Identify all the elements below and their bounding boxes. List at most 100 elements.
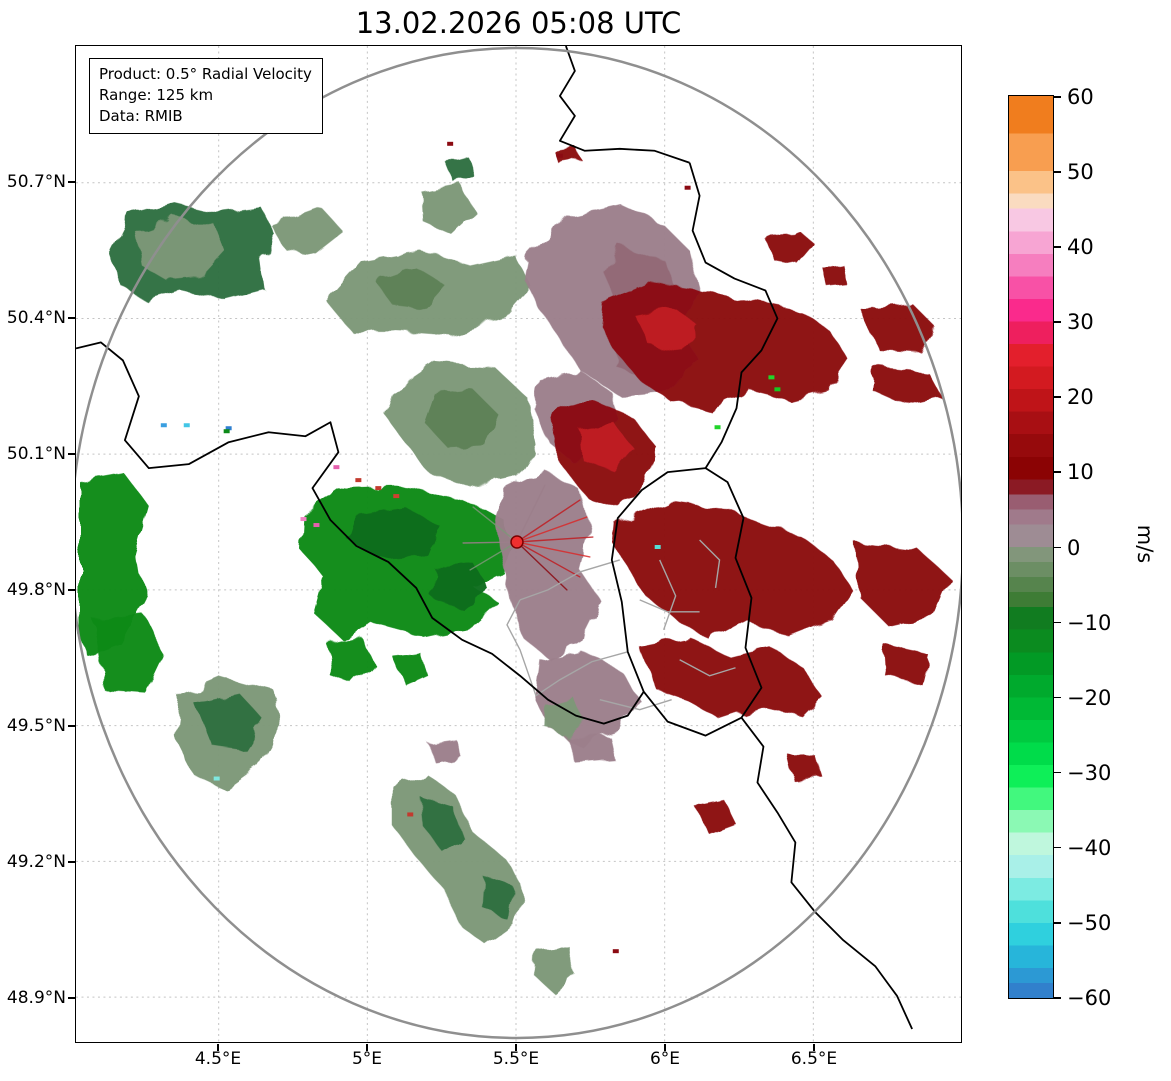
echo-region (786, 752, 823, 780)
echo-streak (516, 484, 546, 543)
echo-region (421, 183, 476, 234)
country-borders (76, 46, 913, 1030)
y-tick-mark (68, 181, 75, 183)
echo-region (195, 694, 264, 750)
x-tick-label: 6.5°E (790, 1049, 838, 1069)
x-tick-label: 5.5°E (492, 1049, 540, 1069)
colorbar-tick-mark (1054, 246, 1061, 248)
radar-echoes (78, 145, 950, 993)
plot-area: Product: 0.5° Radial Velocity Range: 125 … (75, 45, 962, 1043)
echo-region (78, 473, 148, 657)
echo-region (445, 155, 474, 182)
y-tick-mark (68, 997, 75, 999)
echo-speck (654, 544, 661, 549)
echo-speck (160, 423, 167, 428)
y-tick-label: 49.8°N (6, 580, 66, 600)
echo-region (639, 636, 823, 720)
echo-region (431, 564, 490, 609)
echo-region (375, 267, 446, 308)
echo-region (135, 217, 226, 280)
y-tick-label: 50.7°N (6, 172, 66, 192)
colorbar-tick-mark (1054, 997, 1061, 999)
radar-site-marker (510, 535, 524, 549)
y-tick-mark (68, 861, 75, 863)
colorbar-tick-mark (1054, 696, 1061, 699)
province-border-line (535, 651, 628, 697)
colorbar-tick-mark (1054, 621, 1061, 624)
x-tick-label: 6°E (649, 1049, 681, 1069)
colorbar: 60 50 40 30 20 10 0 −10 −20 −30 −40 −50 −60 (1008, 85, 1111, 1010)
province-border-line (506, 599, 537, 696)
colorbar-tick-label: 30 (1067, 310, 1094, 335)
info-box-line: Range: 125 km (99, 86, 214, 104)
echo-speck (333, 465, 340, 470)
x-tick-label: 4.5°E (194, 1049, 242, 1069)
colorbar-tick-label: 50 (1067, 160, 1094, 185)
echo-region (542, 696, 585, 737)
country-border-line (76, 341, 645, 725)
colorbar-gradient (1009, 96, 1053, 998)
echo-speck (774, 387, 781, 392)
x-tick-mark (664, 1044, 666, 1051)
y-tick-label: 48.9°N (6, 988, 66, 1008)
echo-region (427, 738, 464, 765)
y-tick-mark (68, 589, 75, 591)
echo-region (534, 944, 575, 993)
province-borders (506, 539, 736, 711)
echo-region (420, 796, 466, 853)
echo-streak (516, 541, 591, 558)
y-tick-mark (68, 453, 75, 455)
info-box: Product: 0.5° Radial Velocity Range: 125 … (89, 58, 323, 134)
echo-streak (516, 541, 568, 591)
colorbar-tick-label: 60 (1067, 85, 1094, 109)
echo-region (859, 303, 937, 354)
colorbar-tick-label: −30 (1067, 760, 1112, 785)
echo-streak (516, 536, 594, 543)
province-border-line (519, 559, 620, 601)
echo-speck (183, 423, 190, 428)
echo-speck (300, 517, 307, 522)
colorbar-tick-label: −10 (1067, 610, 1112, 635)
echo-region (481, 876, 514, 920)
country-border-line (740, 717, 913, 1030)
echo-region (393, 774, 523, 947)
colorbar-tick-mark (1054, 771, 1061, 774)
echo-region (634, 307, 700, 351)
country-border-line (610, 467, 763, 737)
country-border-line (688, 162, 779, 469)
colorbar-tick-mark (1054, 96, 1061, 98)
y-tick-label: 50.4°N (6, 308, 66, 328)
colorbar-unit-label: m/s (1133, 524, 1158, 564)
echo-speck (714, 425, 721, 430)
echo-region (822, 263, 847, 286)
colorbar-tick-label: 10 (1067, 460, 1094, 485)
echo-speck (355, 478, 362, 483)
echo-region (393, 652, 428, 685)
colorbar-tick-label: −60 (1067, 986, 1112, 1010)
map-svg (76, 46, 961, 1042)
echo-region (93, 614, 164, 693)
y-tick-label: 49.2°N (6, 852, 66, 872)
echo-streak (516, 516, 588, 543)
echo-region (694, 800, 737, 835)
info-box-line: Data: RMIB (99, 107, 183, 125)
colorbar-tick-mark (1054, 471, 1061, 473)
echo-specks (160, 141, 781, 954)
echo-speck (393, 494, 400, 499)
echo-speck (313, 523, 320, 528)
echo-speck (684, 185, 691, 190)
colorbar-tick-label: −20 (1067, 685, 1112, 710)
echo-streak (516, 499, 581, 543)
echo-region (612, 500, 853, 640)
echo-speck (407, 812, 414, 817)
echo-region (872, 367, 943, 406)
x-tick-mark (217, 1044, 219, 1051)
echo-region (562, 734, 615, 763)
y-tick-mark (68, 317, 75, 319)
x-tick-mark (813, 1044, 815, 1051)
plot-title: 13.02.2026 05:08 UTC (355, 6, 682, 40)
echo-region (347, 507, 440, 559)
echo-speck (768, 375, 775, 380)
echo-region (495, 470, 600, 660)
